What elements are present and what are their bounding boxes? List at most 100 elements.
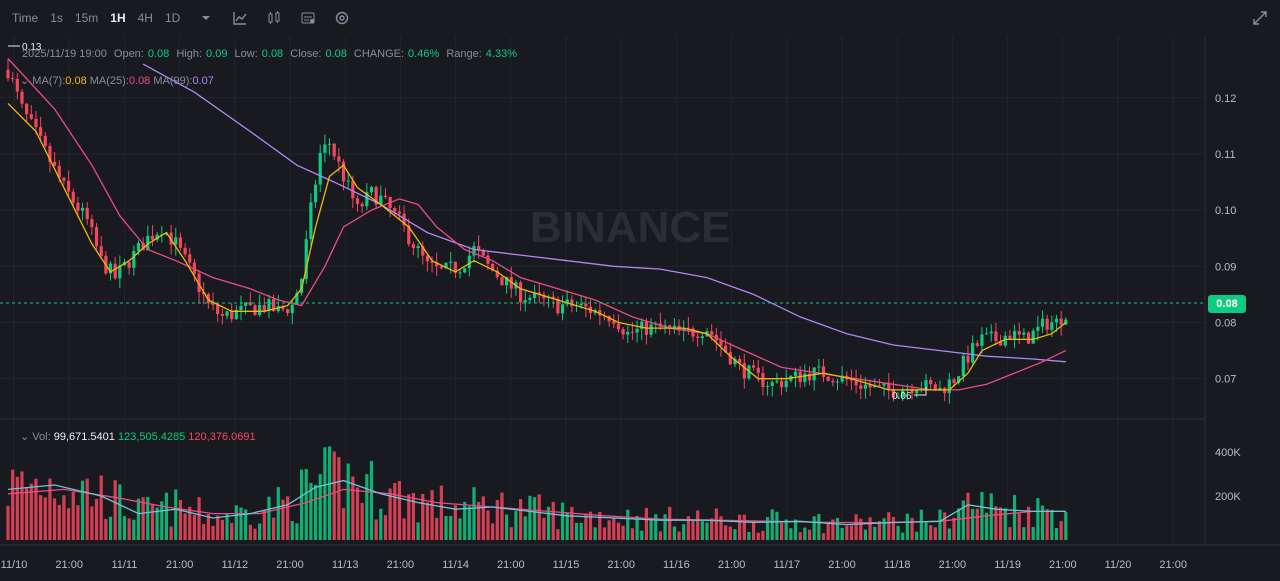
candle-body <box>90 219 94 228</box>
volume-bar <box>593 527 597 540</box>
volume-bar <box>304 469 308 540</box>
volume-bar <box>789 528 793 540</box>
time-tick-label: 11/13 <box>332 559 359 571</box>
volume-bar <box>90 506 94 540</box>
candle-body <box>668 325 672 328</box>
volume-axis: 400K 200K <box>1215 447 1241 503</box>
candle-body <box>276 306 280 312</box>
high-marker-label: 0.13 <box>22 42 42 53</box>
ohlc-legend: 2025/11/19 19:00 Open: 0.08 High: 0.09 Low… <box>22 48 521 60</box>
candle-body <box>113 263 117 279</box>
volume-bar <box>495 500 499 540</box>
candle-body <box>332 143 336 157</box>
candle-body <box>616 323 621 330</box>
indicator-settings-icon[interactable] <box>300 10 316 26</box>
candle-body <box>868 384 872 388</box>
candle-body <box>621 329 625 335</box>
high-value: 0.09 <box>206 48 228 60</box>
candle-body <box>528 297 532 301</box>
vol-toggle-icon[interactable]: ⌄ <box>20 431 30 443</box>
candle-body <box>1040 318 1045 327</box>
volume-bar <box>332 451 336 540</box>
volume-bar <box>523 516 527 540</box>
candle-body <box>724 345 728 353</box>
volume-bar <box>463 501 467 540</box>
volume-bar <box>821 533 826 540</box>
volume-bar <box>775 511 779 540</box>
candle-body <box>118 265 122 279</box>
candle-body <box>565 299 569 305</box>
low-label: Low: <box>234 48 258 60</box>
candle-body <box>48 146 52 162</box>
candles-icon[interactable] <box>266 10 282 26</box>
volume-bar <box>929 525 933 540</box>
interval-15m[interactable]: 15m <box>74 11 99 25</box>
volume-bar <box>295 523 299 540</box>
volume-bar <box>230 522 234 540</box>
interval-time[interactable]: Time <box>12 11 39 25</box>
volume-bar <box>742 514 746 540</box>
interval-4h[interactable]: 4H <box>137 11 153 25</box>
candle-body <box>411 244 416 249</box>
candlestick-chart[interactable]: BINANCE 0.12 0.11 0.10 0.09 0.08 0.07 400K 200… <box>0 36 1280 581</box>
volume-bar <box>141 497 145 540</box>
candle-body <box>994 331 998 342</box>
candle-body <box>761 373 765 388</box>
settings-icon[interactable] <box>334 10 350 26</box>
candle-body <box>598 310 602 316</box>
candle-body <box>947 379 951 394</box>
volume-bar <box>206 514 210 540</box>
volume-bar <box>719 516 723 540</box>
volume-bar <box>542 517 546 540</box>
candle-body <box>80 207 85 211</box>
candle-body <box>309 202 313 240</box>
candle-body <box>775 380 779 383</box>
candle-body <box>458 272 462 274</box>
volume-bar <box>281 499 285 540</box>
interval-1h[interactable]: 1H <box>110 11 126 25</box>
time-tick-label: 21:00 <box>1159 559 1187 571</box>
chart-style-icon[interactable] <box>232 10 248 26</box>
volume-bar <box>174 489 178 540</box>
candle-body <box>211 303 215 305</box>
volume-bar <box>85 478 89 540</box>
interval-1s[interactable]: 1s <box>50 11 63 25</box>
candle-body <box>882 382 886 386</box>
volume-bar <box>672 526 676 540</box>
candle-body <box>379 195 383 205</box>
volume-bar <box>1064 511 1068 540</box>
candle-body <box>225 311 229 316</box>
interval-1d[interactable]: 1D <box>164 11 181 25</box>
volume-bar <box>938 509 942 540</box>
volume-bar <box>439 485 443 540</box>
volume-bar <box>626 509 630 540</box>
candle-body <box>1031 330 1035 344</box>
candle-body <box>108 263 113 274</box>
volume-bar <box>192 514 196 540</box>
candle-body <box>887 382 891 390</box>
ma25-label: MA(25): <box>89 75 129 87</box>
expand-icon[interactable] <box>1252 10 1268 31</box>
candle-body <box>174 237 178 245</box>
volume-bar <box>779 522 784 540</box>
volume-bar <box>220 519 224 540</box>
volume-bar <box>500 492 504 540</box>
volume-bar <box>849 525 854 540</box>
time-tick-label: 21:00 <box>1049 559 1077 571</box>
candle-body <box>700 336 704 338</box>
volume-bar <box>756 532 760 540</box>
volume-bar <box>700 521 704 540</box>
volume-bar <box>127 518 131 540</box>
ma-toggle-icon[interactable]: ⌄ <box>20 75 30 87</box>
volume-bar <box>421 494 425 540</box>
candle-body <box>481 250 485 256</box>
candle-body <box>821 366 826 377</box>
volume-bar <box>160 501 164 540</box>
candle-body <box>99 246 103 256</box>
volume-bar <box>738 514 742 540</box>
volume-bar <box>733 529 737 540</box>
volume-bar <box>309 482 313 540</box>
candle-body <box>341 161 346 182</box>
volume-bar <box>505 514 509 540</box>
chevron-down-icon[interactable] <box>198 10 214 26</box>
